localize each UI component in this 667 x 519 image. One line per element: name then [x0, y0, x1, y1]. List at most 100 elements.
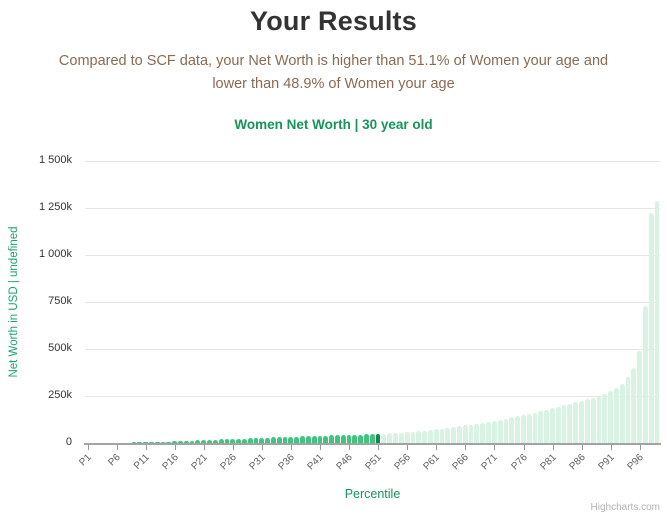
chart-bar[interactable]	[358, 434, 363, 443]
chart-bar[interactable]	[224, 439, 230, 443]
chart-bar[interactable]	[218, 439, 224, 443]
chart-bar[interactable]	[346, 434, 352, 443]
chart-bar[interactable]	[532, 412, 538, 443]
chart-bar[interactable]	[579, 400, 584, 443]
chart-bar[interactable]	[282, 436, 288, 443]
highcharts-credit-link[interactable]: Highcharts.com	[590, 502, 660, 513]
chart-bar[interactable]	[305, 436, 311, 443]
chart-bar[interactable]	[596, 395, 602, 443]
chart-bar[interactable]	[364, 434, 369, 443]
chart-bar[interactable]	[340, 435, 346, 443]
chart-bar[interactable]	[172, 441, 177, 443]
chart-bar[interactable]	[486, 421, 491, 443]
chart-bar[interactable]	[276, 437, 282, 443]
chart-bar[interactable]	[131, 442, 137, 443]
chart-bar[interactable]	[137, 442, 143, 443]
chart-bar[interactable]	[317, 435, 323, 443]
chart-bar[interactable]	[265, 437, 270, 443]
chart-bar[interactable]	[515, 416, 520, 443]
chart-bar[interactable]	[369, 434, 375, 443]
x-axis-tick	[145, 445, 147, 450]
chart-bar[interactable]	[584, 399, 590, 443]
chart-bar[interactable]	[271, 437, 276, 443]
x-axis-tick	[523, 445, 525, 450]
net-worth-chart: 0 250k 500k 750k 1 000k 1 250k 1 500k P1 P6 P11 P…	[0, 150, 667, 519]
chart-bar[interactable]	[480, 422, 486, 443]
chart-bar[interactable]	[625, 377, 631, 443]
chart-bar[interactable]	[241, 438, 247, 443]
chart-bar[interactable]	[201, 440, 207, 443]
chart-bar[interactable]	[334, 435, 340, 443]
chart-bar[interactable]	[613, 388, 619, 443]
chart-bar[interactable]	[416, 431, 422, 443]
chart-bar[interactable]	[445, 427, 451, 443]
chart-bar[interactable]	[544, 409, 549, 443]
y-axis-tick-label: 1 000k	[38, 248, 72, 260]
chart-bar[interactable]	[398, 432, 404, 443]
chart-bar[interactable]	[474, 423, 480, 443]
chart-bar[interactable]	[643, 305, 648, 443]
chart-bar[interactable]	[573, 402, 579, 443]
chart-bar[interactable]	[462, 425, 468, 443]
chart-bar[interactable]	[520, 415, 526, 443]
chart-bar[interactable]	[300, 436, 305, 443]
chart-bar[interactable]	[427, 429, 433, 443]
chart-bar[interactable]	[247, 438, 253, 443]
chart-bar[interactable]	[567, 403, 573, 443]
chart-bar[interactable]	[189, 440, 195, 443]
chart-bar[interactable]	[259, 437, 265, 443]
x-axis-title: Percentile	[344, 487, 401, 501]
chart-bar[interactable]	[503, 418, 509, 443]
chart-bar[interactable]	[648, 212, 654, 443]
chart-bar[interactable]	[294, 436, 300, 443]
chart-bar[interactable]	[329, 435, 334, 443]
chart-bar[interactable]	[439, 428, 445, 443]
chart-bar[interactable]	[631, 367, 637, 443]
chart-bar[interactable]	[288, 436, 294, 443]
chart-bar[interactable]	[491, 420, 497, 443]
chart-bar[interactable]	[323, 435, 329, 443]
chart-bar-user[interactable]	[375, 433, 381, 443]
chart-bar[interactable]	[561, 405, 567, 443]
chart-bar[interactable]	[230, 439, 236, 443]
chart-bar[interactable]	[538, 411, 544, 443]
chart-bar[interactable]	[183, 440, 189, 443]
chart-bar[interactable]	[526, 413, 532, 443]
y-axis-tick-label: 750k	[48, 295, 72, 307]
chart-bar[interactable]	[148, 442, 154, 443]
chart-bar[interactable]	[422, 430, 427, 443]
chart-bar[interactable]	[602, 393, 608, 443]
chart-bar[interactable]	[143, 442, 148, 443]
chart-bar[interactable]	[387, 433, 393, 443]
chart-bar[interactable]	[311, 436, 317, 443]
chart-bar[interactable]	[212, 439, 218, 443]
chart-bar[interactable]	[509, 417, 515, 443]
x-axis-tick	[610, 445, 612, 450]
chart-bar[interactable]	[619, 383, 625, 443]
chart-bar[interactable]	[637, 351, 642, 443]
chart-bar[interactable]	[550, 408, 555, 443]
chart-bar[interactable]	[166, 441, 172, 443]
chart-bar[interactable]	[410, 431, 416, 443]
chart-bar[interactable]	[393, 433, 398, 443]
chart-bar[interactable]	[457, 426, 462, 443]
chart-bar[interactable]	[590, 397, 596, 443]
chart-bar[interactable]	[207, 439, 212, 443]
chart-bar[interactable]	[154, 441, 160, 443]
chart-bar[interactable]	[451, 427, 456, 443]
chart-bar[interactable]	[608, 391, 613, 443]
chart-bar[interactable]	[195, 440, 201, 443]
chart-bar[interactable]	[654, 201, 660, 443]
x-axis-tick	[552, 445, 554, 450]
chart-bar[interactable]	[433, 429, 439, 443]
chart-bar[interactable]	[381, 433, 387, 443]
chart-bar[interactable]	[253, 438, 259, 443]
chart-bar[interactable]	[497, 419, 503, 443]
chart-bar[interactable]	[555, 406, 561, 443]
chart-bar[interactable]	[352, 434, 358, 443]
chart-bar[interactable]	[178, 441, 183, 443]
chart-bar[interactable]	[236, 438, 241, 443]
chart-bar[interactable]	[404, 432, 410, 443]
chart-bar[interactable]	[468, 424, 474, 443]
chart-bar[interactable]	[160, 441, 166, 443]
